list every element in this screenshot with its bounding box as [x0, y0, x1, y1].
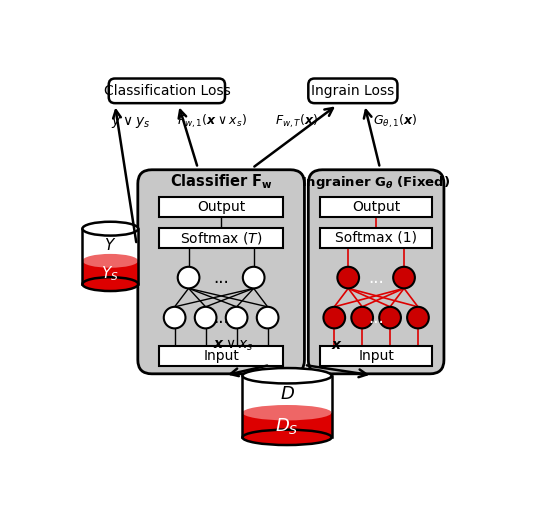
Text: $F_{w,1}(\boldsymbol{x} \vee \boldsymbol{x_s})$: $F_{w,1}(\boldsymbol{x} \vee \boldsymbol… [177, 113, 247, 130]
Text: ...: ... [368, 269, 384, 287]
Text: $Y$: $Y$ [104, 237, 116, 253]
Text: Output: Output [352, 200, 400, 214]
Bar [159, 197, 283, 217]
Circle shape [164, 307, 185, 328]
Ellipse shape [82, 222, 138, 236]
Bar [82, 229, 138, 261]
Ellipse shape [242, 430, 332, 445]
Circle shape [324, 307, 345, 328]
FancyBboxPatch shape [109, 78, 225, 103]
Text: Ingrain Loss: Ingrain Loss [311, 84, 394, 98]
Text: Ingrainer $\mathbf{G_{\boldsymbol{\theta}}}$ (Fixed): Ingrainer $\mathbf{G_{\boldsymbol{\theta… [301, 174, 451, 190]
FancyBboxPatch shape [138, 170, 305, 374]
Text: $\boldsymbol{x}$: $\boldsymbol{x}$ [332, 338, 343, 352]
Text: Softmax (1): Softmax (1) [335, 230, 417, 245]
Bar [320, 197, 432, 217]
Ellipse shape [242, 368, 332, 383]
Bar [159, 228, 283, 248]
Text: Classification Loss: Classification Loss [104, 84, 230, 98]
Circle shape [393, 267, 415, 288]
Bar [159, 346, 283, 366]
Text: $D_S$: $D_S$ [276, 416, 298, 436]
Circle shape [337, 267, 359, 288]
Text: ...: ... [213, 269, 229, 287]
Text: $D$: $D$ [279, 385, 295, 403]
Text: ...: ... [213, 309, 229, 327]
Circle shape [178, 267, 199, 288]
Text: ...: ... [368, 309, 384, 327]
Bar [242, 376, 332, 413]
Bar [320, 228, 432, 248]
Text: Output: Output [197, 200, 245, 214]
Text: $F_{w,T}(\boldsymbol{x})$: $F_{w,T}(\boldsymbol{x})$ [276, 113, 319, 130]
FancyBboxPatch shape [309, 78, 398, 103]
Text: $Y_S$: $Y_S$ [101, 264, 119, 283]
Circle shape [257, 307, 278, 328]
Circle shape [351, 307, 373, 328]
Ellipse shape [242, 405, 332, 420]
Ellipse shape [82, 254, 138, 268]
Bar [242, 413, 332, 437]
Text: Input: Input [203, 349, 239, 363]
FancyBboxPatch shape [309, 170, 444, 374]
Circle shape [243, 267, 264, 288]
Bar [82, 261, 138, 284]
Text: Classifier $\mathbf{F_w}$: Classifier $\mathbf{F_w}$ [170, 173, 273, 191]
Text: Softmax ($T$): Softmax ($T$) [180, 229, 262, 246]
Circle shape [226, 307, 248, 328]
Text: $\boldsymbol{x} \vee \boldsymbol{x_s}$: $\boldsymbol{x} \vee \boldsymbol{x_s}$ [213, 337, 253, 352]
Circle shape [407, 307, 429, 328]
Circle shape [195, 307, 217, 328]
Circle shape [379, 307, 401, 328]
Text: Input: Input [358, 349, 394, 363]
Bar [320, 346, 432, 366]
Text: $y \vee y_s$: $y \vee y_s$ [111, 114, 150, 129]
Ellipse shape [82, 277, 138, 291]
Text: $G_{\theta,1}(\boldsymbol{x})$: $G_{\theta,1}(\boldsymbol{x})$ [374, 113, 418, 130]
